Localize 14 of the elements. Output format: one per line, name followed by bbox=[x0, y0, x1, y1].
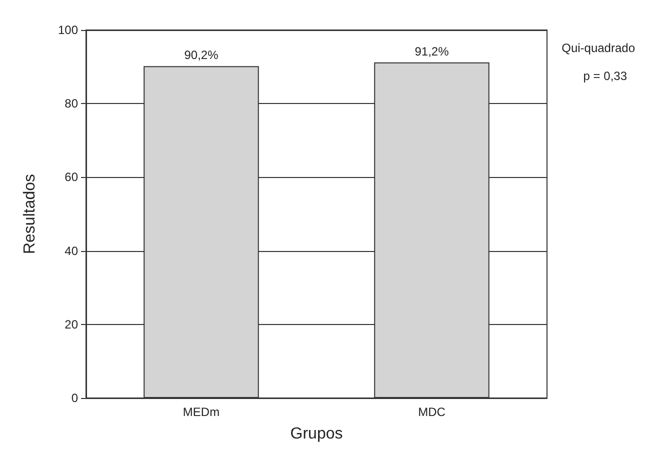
y-tick-label: 60 bbox=[64, 170, 78, 184]
y-tick-label: 20 bbox=[64, 317, 78, 332]
y-tick-label: 40 bbox=[64, 244, 78, 258]
data-label: 90,2% bbox=[184, 48, 219, 62]
text: Qui-quadrado bbox=[562, 41, 636, 55]
x-axis-title: Grupos bbox=[290, 426, 343, 442]
y-tick-label: 80 bbox=[64, 96, 78, 111]
y-tick-label: 0 bbox=[71, 391, 78, 405]
x-tick-label: MEDm bbox=[182, 405, 220, 419]
text: p = 0,33 bbox=[583, 69, 628, 83]
data-label: 91,2% bbox=[414, 44, 450, 58]
x-tick-label: MDC bbox=[418, 405, 446, 419]
y-tick-label: 100 bbox=[58, 23, 78, 37]
y-axis-title: Resultados bbox=[22, 174, 38, 254]
